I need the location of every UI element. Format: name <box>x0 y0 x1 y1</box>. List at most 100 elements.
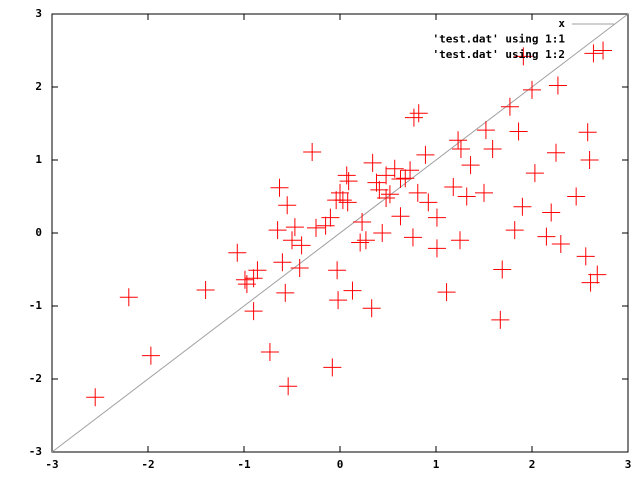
point <box>542 203 561 222</box>
point <box>351 233 370 252</box>
point <box>260 342 279 361</box>
point <box>416 145 435 164</box>
point <box>513 197 532 216</box>
point <box>323 358 342 377</box>
point <box>279 377 298 396</box>
point <box>244 269 263 288</box>
point <box>537 227 556 246</box>
point <box>285 218 304 237</box>
point <box>339 172 358 191</box>
point <box>523 80 541 99</box>
point <box>119 288 138 307</box>
point <box>404 108 423 127</box>
point <box>505 221 524 240</box>
point <box>509 122 528 141</box>
point <box>449 131 468 150</box>
y-tick-label: 3 <box>35 7 42 20</box>
point <box>244 302 263 321</box>
x-tick-label: -2 <box>141 458 154 471</box>
point <box>551 234 570 253</box>
point <box>461 156 480 175</box>
point <box>493 260 512 279</box>
point <box>283 231 301 250</box>
point <box>370 180 389 199</box>
y-tick-label: -2 <box>29 372 42 385</box>
point <box>581 273 600 292</box>
point <box>196 280 215 299</box>
point <box>401 161 420 180</box>
legend-label: x <box>558 17 565 30</box>
point <box>409 104 428 123</box>
x-tick-label: 2 <box>529 458 536 471</box>
point <box>576 247 595 266</box>
point <box>270 178 289 197</box>
point <box>525 164 544 183</box>
point <box>548 76 567 95</box>
point <box>476 121 495 140</box>
point <box>141 346 160 365</box>
point <box>403 228 422 247</box>
point <box>408 183 427 202</box>
y-tick-label: 2 <box>35 80 42 93</box>
point <box>391 207 410 226</box>
point <box>483 140 502 159</box>
point <box>377 188 396 207</box>
legend-label: 'test.dat' using 1:1 <box>433 33 566 46</box>
point <box>328 261 347 280</box>
point <box>580 151 599 169</box>
point <box>331 183 349 202</box>
y-tick-label: -1 <box>29 299 43 312</box>
legend-label: 'test.dat' using 1:2 <box>433 48 565 61</box>
point <box>278 196 297 215</box>
point <box>292 236 311 255</box>
point <box>329 291 348 310</box>
y-tick-label: -3 <box>29 445 42 458</box>
point <box>373 224 392 242</box>
point <box>588 265 607 284</box>
point <box>385 159 404 178</box>
point <box>228 243 247 262</box>
point <box>248 261 267 280</box>
point <box>367 173 386 192</box>
point <box>353 213 372 232</box>
point <box>594 41 613 60</box>
point <box>86 388 105 407</box>
point <box>567 187 586 206</box>
point <box>307 218 325 237</box>
y-tick-label: 0 <box>35 226 42 239</box>
point <box>584 44 603 63</box>
point <box>514 47 533 66</box>
point <box>327 191 346 210</box>
point <box>578 123 597 142</box>
point <box>500 97 519 116</box>
point <box>451 140 470 159</box>
point <box>362 299 381 318</box>
x-tick-label: 1 <box>433 458 440 471</box>
point <box>343 281 362 300</box>
point <box>273 253 292 272</box>
point <box>444 178 463 197</box>
point <box>396 169 415 188</box>
point <box>391 169 410 188</box>
point <box>377 166 396 185</box>
point <box>290 259 309 278</box>
point <box>356 231 375 250</box>
point <box>491 310 510 329</box>
point <box>338 193 357 212</box>
point <box>380 185 399 204</box>
point <box>276 283 295 302</box>
point <box>457 187 476 206</box>
point <box>268 221 287 240</box>
point <box>427 208 446 227</box>
point <box>235 270 254 289</box>
x-tick-label: 0 <box>337 458 344 471</box>
x-tick-label: 3 <box>625 458 632 471</box>
point <box>437 283 456 302</box>
point <box>547 143 565 162</box>
point <box>451 231 469 250</box>
point <box>427 239 446 258</box>
point <box>303 142 322 161</box>
point <box>419 193 438 212</box>
point <box>321 208 340 227</box>
